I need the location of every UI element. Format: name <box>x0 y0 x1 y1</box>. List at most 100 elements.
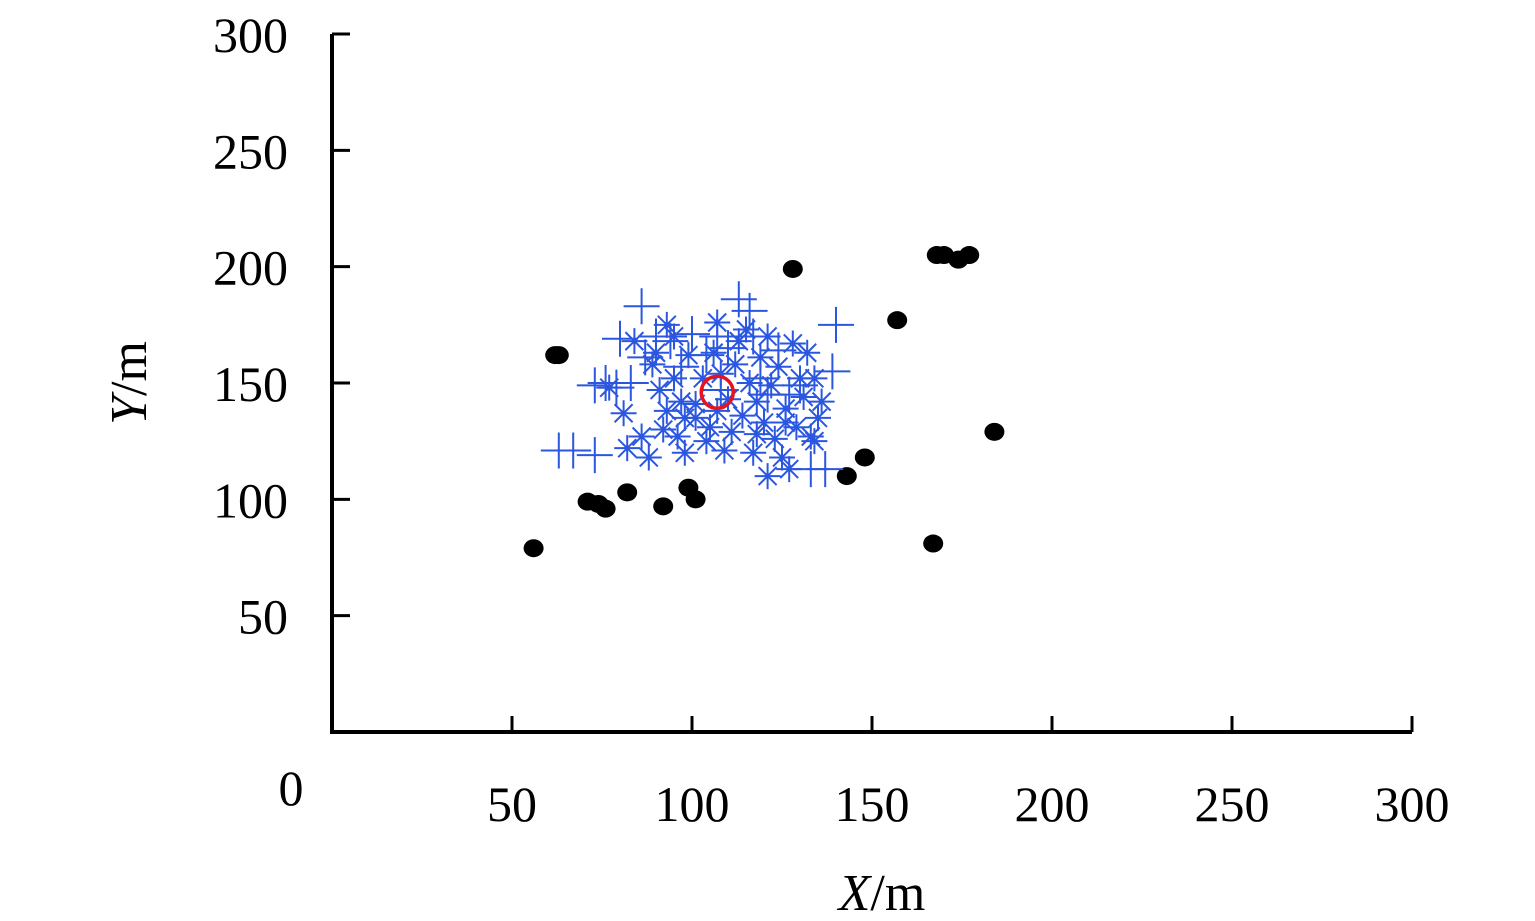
data-point-star <box>805 404 831 431</box>
x-tick-label: 100 <box>655 776 730 832</box>
plot-area <box>523 246 1005 558</box>
x-tick-label: 150 <box>835 776 910 832</box>
data-point-star <box>610 400 637 427</box>
data-point-star <box>772 409 799 436</box>
data-point-star <box>801 428 828 455</box>
data-point-circle <box>523 539 544 558</box>
data-point-star <box>787 365 813 392</box>
data-point-star <box>754 463 781 490</box>
y-axis-unit: /m <box>101 341 158 396</box>
data-point-plus <box>818 306 854 343</box>
origin-label: 0 <box>279 760 304 816</box>
data-point-circle <box>617 483 638 502</box>
data-point-star <box>635 444 662 471</box>
y-tick-label: 50 <box>238 589 288 645</box>
series-filled-circle <box>523 246 1005 558</box>
data-point-circle <box>836 467 857 486</box>
data-point-circle <box>782 259 803 278</box>
data-point-star <box>650 416 677 443</box>
y-axis-variable: Y <box>101 391 158 425</box>
data-point-star <box>765 353 792 380</box>
y-tick-label: 250 <box>213 123 288 179</box>
data-point-star <box>697 414 723 441</box>
data-point-star <box>754 323 781 350</box>
data-point-circle <box>984 422 1005 441</box>
data-point-circle <box>854 448 875 467</box>
data-point-star <box>776 456 803 483</box>
data-point-plus <box>731 292 768 329</box>
data-point-circle <box>923 534 944 553</box>
data-point-circle <box>595 499 616 518</box>
data-point-star <box>725 328 752 355</box>
data-point-star <box>700 339 727 366</box>
data-point-star <box>769 444 795 471</box>
data-point-plus <box>807 451 844 488</box>
data-point-circle <box>548 346 569 365</box>
axes <box>330 34 1412 734</box>
y-tick-label: 150 <box>213 356 288 412</box>
data-point-star <box>682 404 709 431</box>
data-point-star <box>801 365 828 392</box>
data-point-circle <box>959 246 980 265</box>
data-point-star <box>736 370 763 396</box>
data-point-plus <box>710 330 746 367</box>
y-tick-label: 300 <box>213 7 288 63</box>
data-point-star <box>689 365 716 392</box>
data-point-plus <box>674 316 710 353</box>
series-open-circle <box>699 374 735 411</box>
data-point-circle <box>887 311 908 330</box>
data-point-plus <box>623 288 660 325</box>
ticks: 50 100 150 200 250 300 50 100 150 200 250 300 <box>213 7 1450 832</box>
data-point-star <box>740 439 767 466</box>
data-point-star <box>661 365 687 392</box>
center-point <box>699 374 735 411</box>
data-point-star <box>661 323 687 350</box>
data-point-star <box>704 309 731 336</box>
data-point-star <box>747 344 774 371</box>
data-point-star <box>722 351 749 378</box>
data-point-star <box>715 386 741 413</box>
data-point-star <box>808 388 835 415</box>
data-point-star <box>783 414 810 441</box>
data-point-circle <box>685 490 706 509</box>
data-point-star <box>761 425 788 452</box>
data-point-star <box>794 339 821 366</box>
data-point-star <box>751 409 777 436</box>
y-tick-label: 100 <box>213 472 288 528</box>
data-point-star <box>643 339 669 366</box>
data-point-star <box>628 423 655 450</box>
data-point-star <box>707 360 734 387</box>
x-tick-label: 200 <box>1015 776 1090 832</box>
data-point-star <box>743 388 770 415</box>
data-point-star <box>646 376 673 403</box>
x-tick-label: 300 <box>1375 776 1450 832</box>
data-point-star <box>779 330 806 357</box>
data-point-star <box>596 374 623 401</box>
data-point-star <box>621 328 648 355</box>
data-point-star <box>653 311 680 338</box>
data-point-plus <box>612 365 649 401</box>
data-point-plus <box>555 432 592 469</box>
data-point-star <box>668 388 695 415</box>
data-point-star <box>664 423 691 450</box>
data-point-star <box>743 421 770 448</box>
data-point-star <box>711 437 738 464</box>
data-point-star <box>671 439 698 466</box>
data-point-star <box>718 418 745 445</box>
data-point-star <box>693 428 720 455</box>
y-axis-title: Y/m <box>101 341 158 425</box>
x-tick-label: 250 <box>1195 776 1270 832</box>
y-tick-label: 200 <box>213 240 288 296</box>
x-axis-variable: X <box>837 865 873 921</box>
data-point-star <box>614 435 641 462</box>
data-point-star <box>675 342 702 369</box>
data-point-star <box>653 397 680 424</box>
data-point-star <box>704 397 731 424</box>
x-tick-label: 50 <box>487 776 537 832</box>
series-star <box>596 309 835 490</box>
x-axis-title: X/m <box>837 865 926 921</box>
x-axis-unit: /m <box>870 865 925 921</box>
data-point-star <box>729 402 756 429</box>
